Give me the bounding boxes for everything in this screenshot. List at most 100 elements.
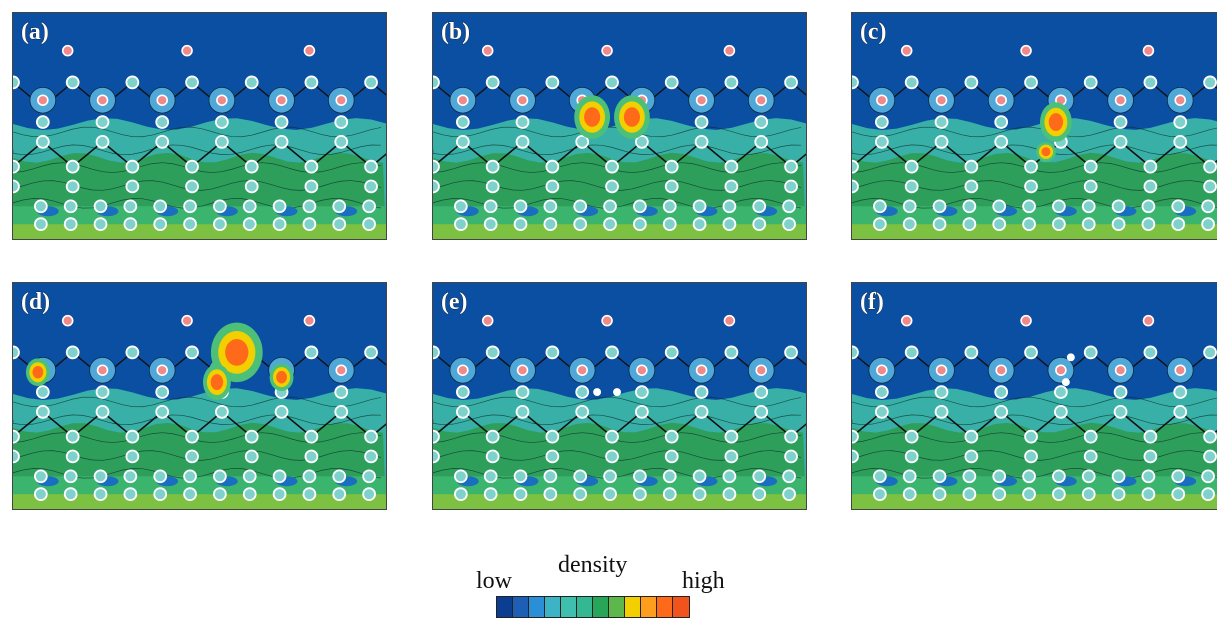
substrate-atom [242, 199, 257, 214]
bulk-atom [784, 179, 798, 194]
surface-atom [635, 135, 649, 149]
vacuum-adatom [481, 44, 494, 57]
substrate-atom [1201, 199, 1215, 214]
substrate-atom [302, 217, 317, 231]
colorbar-swatch [609, 597, 625, 617]
bulk-atom [13, 429, 20, 444]
surface-atom [35, 405, 50, 419]
colorbar-swatch [497, 597, 513, 617]
bulk-atom [784, 449, 798, 464]
bulk-atom [545, 449, 560, 464]
substrate-atom [962, 217, 977, 231]
density-lobe-core [1041, 147, 1051, 157]
bulk-atom [1083, 159, 1098, 174]
substrate-atom [1141, 199, 1156, 214]
surface-atom [994, 385, 1009, 399]
vacuum-adatom [1142, 44, 1155, 57]
substrate-atom [1201, 217, 1215, 231]
top-atom [664, 345, 679, 360]
vacuum-adatom [61, 314, 74, 327]
surface-atom [1113, 405, 1128, 419]
substrate-atom [992, 487, 1007, 501]
substrate-atom [483, 487, 498, 501]
bulk-atom [605, 449, 619, 464]
bulk-atom [1024, 449, 1038, 464]
surface-atom [874, 115, 889, 129]
bulk-atom [904, 159, 919, 174]
surface-atom [515, 385, 530, 399]
surface-atom [754, 135, 769, 149]
substrate-atom [33, 199, 48, 214]
surface-atom [635, 385, 649, 399]
surface-atom [934, 385, 949, 399]
contour-line [852, 144, 1217, 156]
vacuum-adatom [900, 314, 913, 327]
bulk-atom [13, 449, 20, 464]
substrate-atom [872, 469, 887, 484]
bulk-atom [185, 159, 199, 174]
bulk-atom [485, 179, 500, 194]
substrate-atom [543, 487, 558, 501]
top-atom [244, 75, 259, 90]
surface-atom [95, 405, 110, 419]
surface-atom [694, 115, 709, 129]
top-atom [485, 345, 500, 360]
surface-atom [1173, 135, 1188, 149]
substrate-atom [213, 217, 227, 231]
substrate-atom [183, 487, 197, 501]
substrate-atom [362, 469, 376, 484]
bulk-atom [964, 429, 979, 444]
substrate-atom [902, 487, 917, 501]
bulk-atom [1203, 179, 1217, 194]
colorbar-swatch [561, 597, 577, 617]
bulk-atom [1024, 159, 1038, 174]
substrate-atom [242, 469, 257, 484]
substrate-atom [513, 217, 528, 231]
top-atom [1203, 345, 1217, 360]
bulk-atom [724, 159, 739, 174]
adatom [516, 364, 529, 376]
substrate-atom [33, 469, 48, 484]
surface-atom [1054, 385, 1068, 399]
top-atom [664, 75, 679, 90]
adatom [457, 364, 469, 376]
colorbar [496, 596, 690, 618]
surface-atom [95, 135, 110, 149]
substrate-atom [662, 217, 677, 231]
substrate-atom [1052, 487, 1066, 501]
surface-atom [334, 385, 349, 399]
surface-atom [455, 135, 470, 149]
surface-atom [874, 135, 889, 149]
substrate-atom [692, 199, 707, 214]
substrate-atom [453, 487, 468, 501]
adatom [96, 94, 109, 106]
bulk-atom [964, 449, 979, 464]
bulk-atom [304, 449, 319, 464]
bulk-atom [852, 159, 859, 174]
vacuum-adatom [1020, 44, 1032, 57]
surface-atom [694, 405, 709, 419]
top-atom [1083, 75, 1098, 90]
substrate-atom [213, 487, 227, 501]
adatom [1174, 364, 1187, 376]
contour-line [852, 414, 1217, 426]
adatom [335, 94, 348, 106]
top-atom [304, 345, 319, 360]
surface-atom [994, 405, 1009, 419]
surface-atom [334, 405, 349, 419]
surface-atom [274, 135, 289, 149]
adatom [1174, 94, 1187, 106]
density-panel-d: (d) [12, 282, 387, 510]
bulk-atom [1143, 179, 1158, 194]
bulk-atom [244, 429, 259, 444]
top-atom [364, 75, 378, 90]
surface-atom [754, 385, 769, 399]
colorbar-swatch [657, 597, 673, 617]
surface-atom [754, 405, 769, 419]
substrate-atom [513, 199, 528, 214]
substrate-atom [782, 199, 796, 214]
substrate-atom [1081, 217, 1096, 231]
top-atom [1083, 345, 1098, 360]
top-atom [545, 345, 560, 360]
substrate-atom [1111, 469, 1126, 484]
